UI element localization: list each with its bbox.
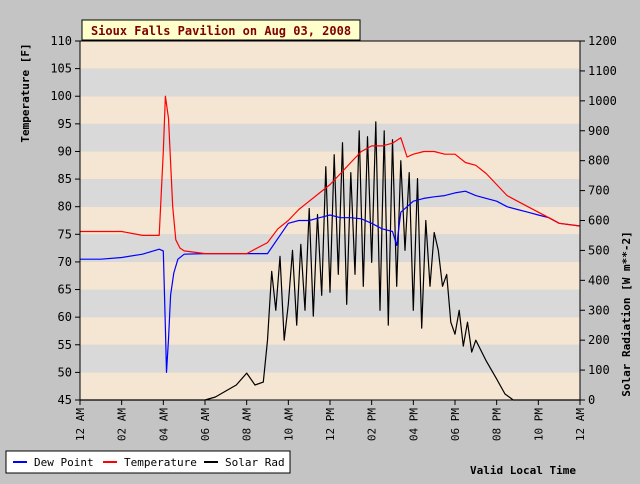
legend-label-dew-point: Dew Point [34,456,94,469]
plot-band [80,344,580,373]
y-left-tick-label: 75 [58,227,72,241]
y-axis-label-right: Solar Radiation [W m**-2] [620,231,633,397]
x-tick-label: 08 PM [491,408,504,441]
plot-band [80,151,580,180]
y-right-tick-label: 600 [588,214,610,228]
plot-band [80,372,580,400]
plot-band [80,234,580,262]
series-line-dew-point [80,190,581,373]
y-left-tick-label: 45 [58,393,72,407]
y-right-tick-label: 100 [588,363,610,377]
x-tick-label: 04 AM [157,408,170,441]
plot-band [80,179,580,207]
title-box: Sioux Falls Pavilion on Aug 03, 2008 [81,19,361,41]
y-left-tick-label: 100 [50,89,72,103]
y-right-tick-label: 1100 [588,64,617,78]
plot-band [80,68,580,97]
plot-band [80,289,580,318]
x-tick-label: 10 AM [282,408,295,441]
y-left-tick-label: 50 [58,365,72,379]
y-left-tick-label: 80 [58,200,72,214]
x-axis: 12 AM 02 AM 04 AM 06 AM 08 AM 10 AM 12 PM 02 PM… [74,400,587,441]
x-tick-label: 12 AM [74,408,87,441]
y-left-tick-label: 95 [58,117,72,131]
y-left-tick-label: 110 [50,34,72,48]
x-axis-label: Valid Local Time [470,464,576,477]
y-left-tick-label: 70 [58,255,72,269]
x-tick-label: 02 AM [116,408,129,441]
series-layer [80,95,581,401]
x-tick-label: 08 AM [241,408,254,441]
y-right-tick-label: 900 [588,124,610,138]
left-axis: 45 50 55 60 65 70 75 80 85 90 95 100 105 110 [50,34,80,407]
x-tick-label: 10 PM [532,408,545,441]
y-right-tick-label: 800 [588,154,610,168]
plot-band [80,317,580,345]
y-right-tick-label: 200 [588,333,610,347]
y-right-tick-label: 1200 [588,34,617,48]
y-left-tick-label: 90 [58,144,72,158]
plot-band [80,123,580,152]
x-tick-label: 06 PM [449,408,462,441]
plot-band [80,96,580,124]
y-left-tick-label: 85 [58,172,72,186]
y-left-tick-label: 105 [50,62,72,76]
y-axis-label-left: Temperature [F] [19,43,32,142]
series-line-solar-rad [80,121,580,401]
y-right-tick-label: 0 [588,393,595,407]
x-tick-label: 06 AM [199,408,212,441]
x-tick-label: 12 PM [324,408,337,441]
series-line-temperature [80,95,581,255]
legend: Dew Point Temperature Solar Rad [5,450,291,474]
y-right-tick-label: 400 [588,273,610,287]
y-right-tick-label: 700 [588,184,610,198]
y-left-tick-label: 55 [58,338,72,352]
plot-band [80,41,580,69]
y-right-tick-label: 500 [588,243,610,257]
plot-bands [80,41,580,400]
title-background [81,19,361,41]
legend-label-solar-rad: Solar Rad [225,456,285,469]
legend-box [5,450,291,474]
y-left-tick-label: 65 [58,283,72,297]
legend-label-temperature: Temperature [124,456,197,469]
x-tick-label: 12 AM [574,408,587,441]
x-tick-label: 04 PM [407,408,420,441]
plot-band [80,206,580,235]
x-tick-label: 02 PM [366,408,379,441]
chart-title: Sioux Falls Pavilion on Aug 03, 2008 [91,24,351,38]
y-left-tick-label: 60 [58,310,72,324]
right-axis: 0 100 200 300 400 500 600 700 800 900 1000 1100 1200 [580,34,617,407]
y-right-tick-label: 300 [588,303,610,317]
y-right-tick-label: 1000 [588,94,617,108]
